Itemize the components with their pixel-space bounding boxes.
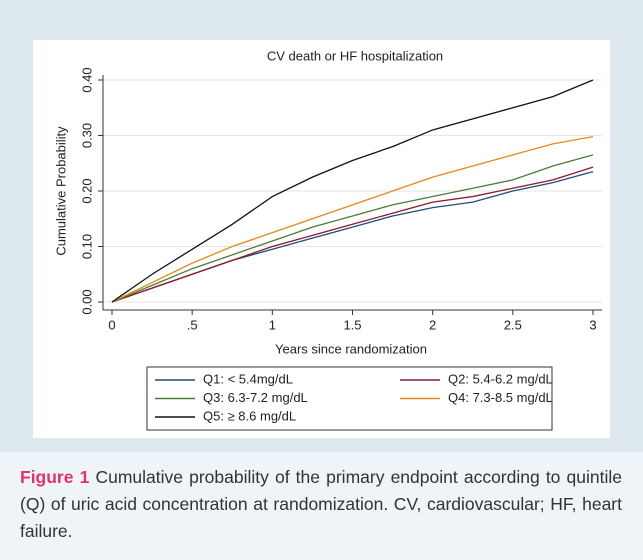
y-tick-label: 0.00 xyxy=(79,289,94,314)
chart-title: CV death or HF hospitalization xyxy=(267,48,443,63)
x-tick-label: 1.5 xyxy=(343,317,361,332)
series-line xyxy=(111,166,594,303)
x-tick-label: 2.5 xyxy=(504,317,522,332)
x-tick-label: 0 xyxy=(108,317,115,332)
legend-label: Q2: 5.4-6.2 mg/dL xyxy=(448,371,553,386)
y-tick-label: 0.30 xyxy=(79,123,94,148)
legend-label: Q1: < 5.4mg/dL xyxy=(203,371,293,386)
chart-background xyxy=(33,40,610,438)
caption-label: Figure 1 xyxy=(20,467,90,487)
series-line xyxy=(111,135,594,303)
series-line xyxy=(111,154,594,303)
series-line xyxy=(111,79,594,303)
x-axis-label: Years since randomization xyxy=(275,341,427,356)
x-tick-label: 3 xyxy=(589,317,596,332)
legend-box xyxy=(146,366,553,431)
caption: Figure 1 Cumulative probability of the p… xyxy=(20,464,622,545)
legend-label: Q4: 7.3-8.5 mg/dL xyxy=(448,390,553,405)
y-axis-label: Cumulative Probability xyxy=(53,126,68,256)
y-tick-label: 0.40 xyxy=(79,67,94,92)
y-tick-label: 0.20 xyxy=(79,178,94,203)
x-tick-label: 2 xyxy=(429,317,436,332)
legend-label: Q3: 6.3-7.2 mg/dL xyxy=(203,390,308,405)
x-tick-label: 1 xyxy=(269,317,276,332)
caption-text: Cumulative probability of the primary en… xyxy=(20,467,622,541)
legend-label: Q5: ≥ 8.6 mg/dL xyxy=(203,408,296,423)
x-tick-label: .5 xyxy=(187,317,198,332)
y-tick-label: 0.10 xyxy=(79,234,94,259)
chart: CV death or HF hospitalization Cumulativ… xyxy=(33,40,610,438)
